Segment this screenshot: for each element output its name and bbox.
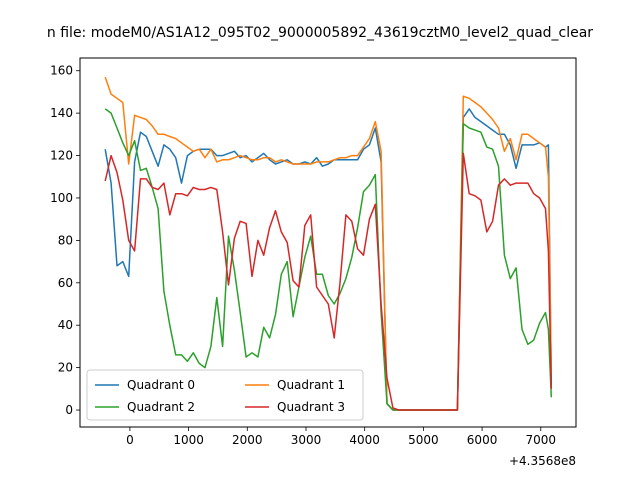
- series-line-quadrant-3: [104, 152, 553, 411]
- chart-title: n file: modeM0/AS1A12_095T02_9000005892_…: [47, 25, 593, 41]
- y-tick-label: 120: [50, 149, 73, 163]
- legend-label-quadrant-3: Quadrant 3: [277, 400, 345, 414]
- series-line-quadrant-1: [104, 76, 553, 411]
- y-tick-label: 160: [50, 64, 73, 78]
- x-tick-label: 7000: [526, 433, 557, 447]
- series-line-quadrant-0: [104, 108, 553, 411]
- legend-label-quadrant-2: Quadrant 2: [127, 400, 195, 414]
- legend-label-quadrant-1: Quadrant 1: [277, 378, 345, 392]
- x-tick-label: 0: [126, 433, 134, 447]
- y-tick-label: 40: [58, 318, 73, 332]
- y-tick-label: 0: [65, 403, 73, 417]
- x-tick-label: 3000: [291, 433, 322, 447]
- series-line-quadrant-2: [104, 108, 553, 411]
- legend-box: [86, 369, 364, 421]
- x-offset-label: +4.3568e8: [509, 454, 576, 468]
- x-tick-label: 1000: [173, 433, 204, 447]
- y-tick-label: 80: [58, 233, 73, 247]
- x-tick-label: 4000: [349, 433, 380, 447]
- x-tick-label: 6000: [467, 433, 498, 447]
- legend: Quadrant 0 Quadrant 1 Quadrant 2 Quadrant 3: [86, 369, 364, 421]
- y-tick-label: 100: [50, 191, 73, 205]
- y-tick-label: 20: [58, 361, 73, 375]
- ticks-layer: 0 1000 2000 3000 4000 5000 6000 7000 0 20 40 60 80 10…: [50, 64, 556, 447]
- plot-frame: [79, 57, 577, 428]
- x-tick-label: 2000: [232, 433, 263, 447]
- series-layer: [104, 76, 553, 411]
- y-tick-label: 140: [50, 106, 73, 120]
- x-tick-label: 5000: [408, 433, 439, 447]
- legend-label-quadrant-0: Quadrant 0: [127, 378, 195, 392]
- y-tick-label: 60: [58, 276, 73, 290]
